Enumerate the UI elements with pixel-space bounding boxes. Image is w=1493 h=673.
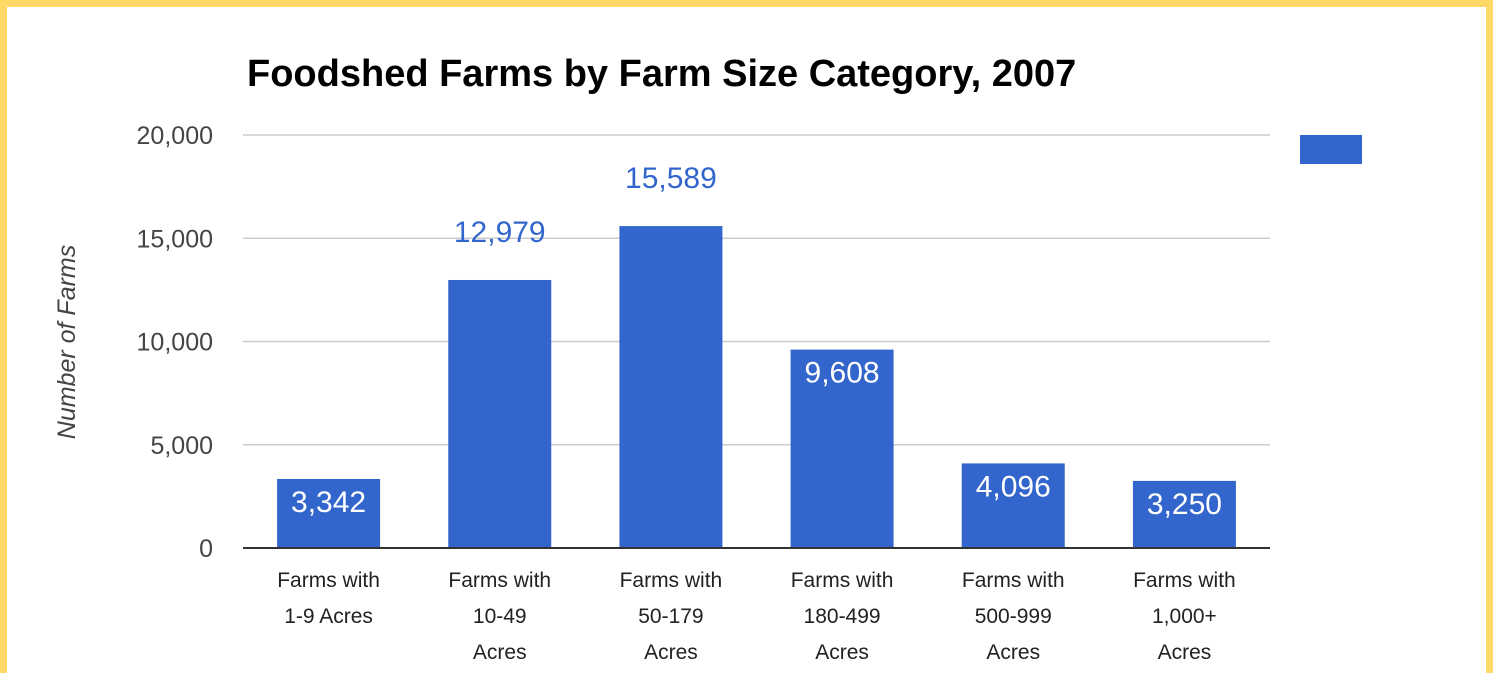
bar	[448, 279, 552, 548]
y-tick-label: 5,000	[150, 432, 213, 460]
y-tick-label: 20,000	[137, 122, 213, 150]
data-labels: 3,342 12,979 15,589 9,608 4,096 3,250	[291, 162, 1222, 521]
legend-swatch	[1300, 135, 1362, 164]
chart-title: Foodshed Farms by Farm Size Category, 20…	[247, 53, 1076, 95]
data-label: 3,250	[1147, 488, 1222, 521]
y-axis-ticks: 0 5,000 10,000 15,000 20,000	[137, 122, 213, 563]
x-axis-categories: Farms with 1-9 Acres Farms with 10-49 Acres F…	[277, 569, 1236, 664]
y-tick-label: 0	[199, 535, 213, 563]
x-category-label: Farms with 500-999 Acres	[962, 569, 1065, 664]
bar	[961, 463, 1065, 548]
data-label: 15,589	[625, 162, 717, 195]
bar	[790, 349, 894, 548]
x-category-label: Farms with 1-9 Acres	[277, 569, 380, 628]
bars	[277, 226, 1236, 548]
y-tick-label: 15,000	[137, 225, 213, 253]
x-category-label: Farms with 50-179 Acres	[620, 569, 723, 664]
data-label: 4,096	[976, 470, 1051, 503]
data-label: 3,342	[291, 486, 366, 519]
bar	[1132, 480, 1236, 548]
bar	[619, 226, 723, 548]
data-label: 9,608	[805, 357, 880, 390]
x-category-label: Farms with 10-49 Acres	[448, 569, 551, 664]
bar	[277, 478, 381, 548]
data-label: 12,979	[454, 216, 546, 249]
x-category-label: Farms with 1,000+ Acres	[1133, 569, 1236, 664]
gridlines	[243, 134, 1270, 446]
y-tick-label: 10,000	[137, 329, 213, 357]
x-category-label: Farms with 180-499 Acres	[791, 569, 894, 664]
y-axis-label: Number of Farms	[53, 245, 81, 439]
